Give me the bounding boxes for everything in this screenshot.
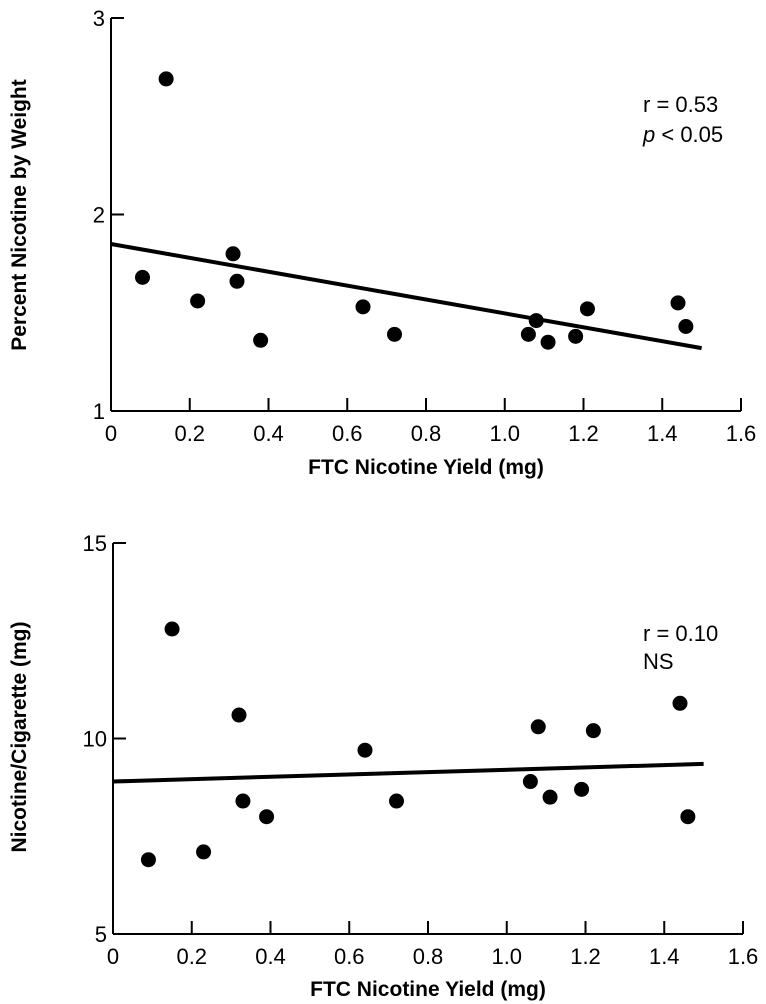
data-point: [140, 852, 156, 868]
p-threshold: < 0.05: [655, 122, 723, 147]
x-tick-label: 1.6: [728, 944, 759, 969]
x-tick-label: 1.4: [647, 421, 678, 446]
x-tick-label: 0.8: [413, 944, 444, 969]
data-point: [579, 301, 595, 317]
data-point: [389, 793, 404, 809]
annotation: r = 0.10 NS: [643, 621, 718, 674]
data-point: [225, 246, 241, 262]
y-tick-label: 10: [83, 727, 107, 752]
annotation: r = 0.53 p < 0.05: [642, 92, 723, 147]
data-point: [680, 809, 696, 825]
data-point: [678, 319, 694, 335]
y-tick-label: 1: [93, 399, 105, 424]
significance-label: NS: [643, 649, 674, 674]
x-tick-label: 0: [107, 944, 119, 969]
x-tick-label: 0.4: [255, 944, 286, 969]
data-point: [520, 326, 536, 342]
y-tick-label: 15: [83, 531, 107, 556]
x-tick-label: 1.4: [649, 944, 680, 969]
regression-line: [112, 761, 704, 784]
x-tick-label: 0.6: [334, 944, 365, 969]
x-tick-label: 0.6: [332, 421, 363, 446]
x-axis-title: FTC Nicotine Yield (mg): [310, 978, 546, 1001]
data-point: [542, 789, 558, 805]
data-point: [568, 328, 584, 344]
chart-percent-nicotine: Percent Nicotine by Weight FTC Nicotine …: [8, 6, 756, 479]
data-point: [530, 719, 546, 735]
x-tick-label: 1.2: [568, 421, 599, 446]
y-tick-label: 5: [95, 922, 107, 947]
regression-line: [110, 242, 702, 351]
data-point: [158, 71, 174, 87]
x-tick-label: 0.2: [174, 421, 205, 446]
data-point: [528, 313, 544, 329]
y-tick-label: 2: [93, 203, 105, 228]
y-tick-label: 3: [93, 6, 105, 31]
data-point: [540, 334, 556, 350]
chart-nicotine-per-cigarette: Nicotine/Cigarette (mg) FTC Nicotine Yie…: [8, 531, 758, 1001]
data-point: [574, 781, 590, 797]
data-point: [522, 774, 538, 790]
data-point: [355, 299, 371, 315]
data-point: [585, 723, 601, 739]
data-point: [253, 332, 269, 348]
data-point: [231, 707, 247, 723]
r-value: r = 0.10: [643, 621, 718, 646]
ns-label: NS: [643, 649, 674, 674]
x-tick-label: 0.8: [411, 421, 442, 446]
x-tick-label: 1.0: [491, 944, 522, 969]
data-point: [235, 793, 251, 809]
x-tick-label: 1.0: [489, 421, 520, 446]
data-point: [164, 621, 180, 637]
data-point: [357, 742, 373, 758]
data-point: [229, 273, 245, 289]
r-value: r = 0.53: [643, 92, 718, 117]
data-point: [190, 293, 206, 309]
y-axis-title: Percent Nicotine by Weight: [8, 79, 31, 351]
data-point: [135, 269, 150, 285]
x-tick-label: 0.2: [176, 944, 207, 969]
x-tick-label: 0: [105, 421, 117, 446]
data-point: [670, 295, 686, 311]
data-point: [672, 695, 688, 711]
data-point: [196, 844, 212, 860]
x-tick-label: 1.2: [570, 944, 601, 969]
x-tick-label: 0.4: [253, 421, 284, 446]
x-axis-title: FTC Nicotine Yield (mg): [308, 456, 544, 479]
p-symbol: p: [642, 122, 655, 147]
data-point: [387, 326, 402, 342]
p-value: p < 0.05: [642, 122, 723, 147]
y-axis-title: Nicotine/Cigarette (mg): [8, 621, 31, 852]
x-tick-label: 1.6: [726, 421, 757, 446]
data-point: [259, 809, 275, 825]
